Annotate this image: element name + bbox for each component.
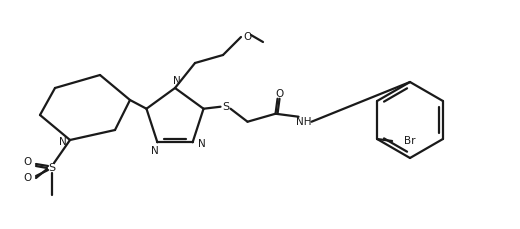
Text: Br: Br <box>404 136 415 146</box>
Text: N: N <box>151 146 159 156</box>
Text: O: O <box>243 32 251 42</box>
Text: O: O <box>24 173 32 183</box>
Text: S: S <box>222 102 229 112</box>
Text: N: N <box>59 137 67 147</box>
Text: N: N <box>173 76 181 86</box>
Text: S: S <box>48 163 56 173</box>
Text: NH: NH <box>296 117 311 127</box>
Text: O: O <box>276 89 283 99</box>
Text: O: O <box>24 157 32 167</box>
Text: N: N <box>198 139 205 149</box>
